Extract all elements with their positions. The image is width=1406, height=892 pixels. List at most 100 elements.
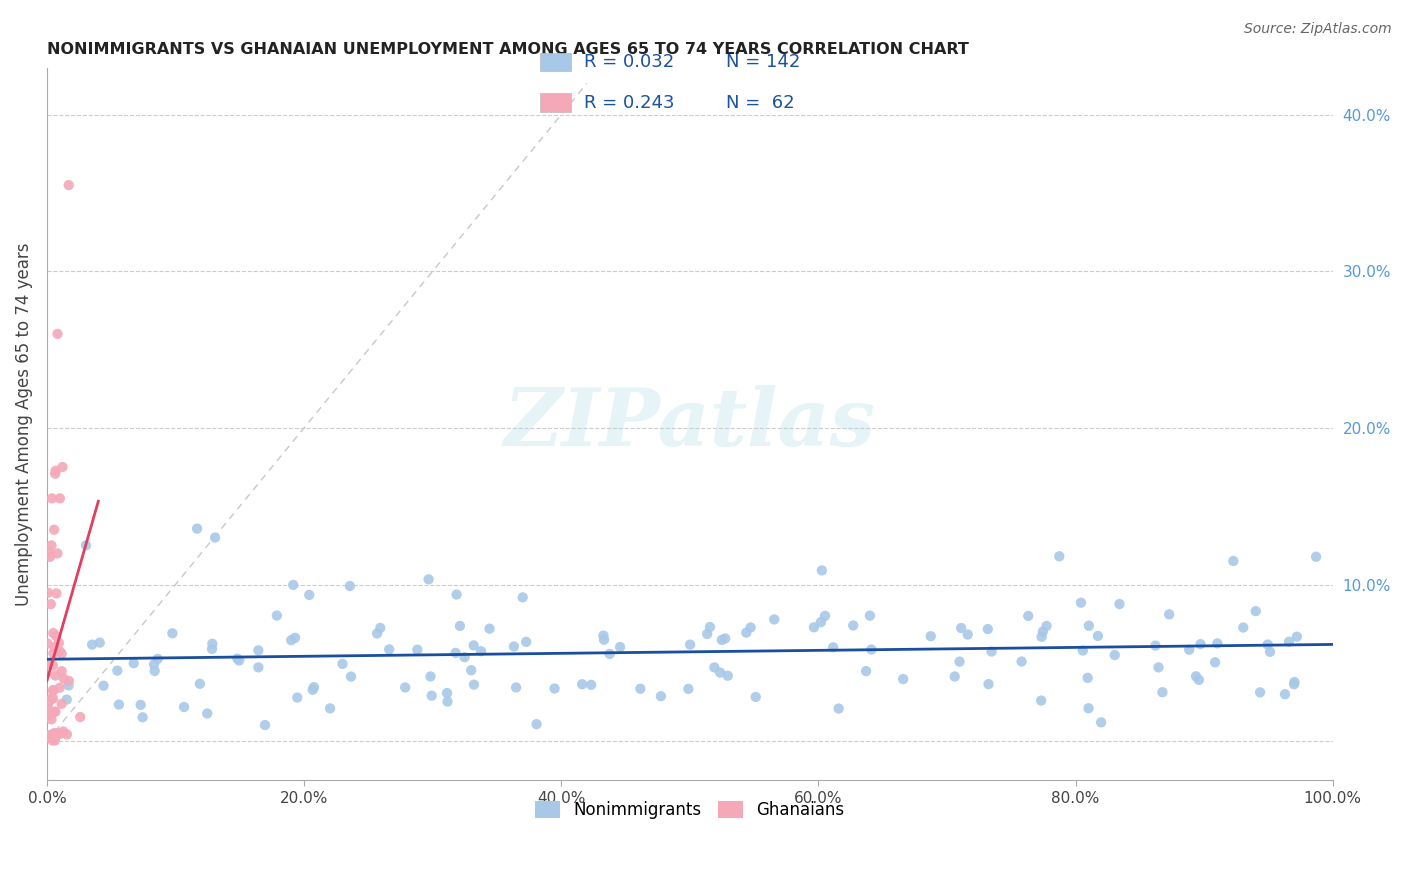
Point — [129, 698, 152, 712]
Point — [298, 588, 321, 602]
Point — [512, 591, 534, 605]
Point — [143, 657, 166, 672]
Text: NONIMMIGRANTS VS GHANAIAN UNEMPLOYMENT AMONG AGES 65 TO 74 YEARS CORRELATION CHA: NONIMMIGRANTS VS GHANAIAN UNEMPLOYMENT A… — [46, 42, 969, 57]
Point — [543, 681, 565, 696]
Point — [37, 709, 59, 723]
Point — [505, 681, 527, 695]
Point — [48, 636, 70, 650]
Point — [301, 682, 323, 697]
Point — [46, 546, 69, 560]
Point — [1090, 715, 1112, 730]
Point — [859, 608, 882, 623]
Point — [446, 588, 468, 602]
Point — [45, 586, 67, 600]
Point — [406, 642, 429, 657]
Point — [1104, 648, 1126, 662]
Point — [1189, 637, 1212, 651]
Point — [82, 638, 104, 652]
Point — [463, 639, 485, 653]
Y-axis label: Unemployment Among Ages 65 to 74 years: Unemployment Among Ages 65 to 74 years — [15, 243, 32, 606]
Point — [735, 625, 758, 640]
Point — [977, 622, 1000, 636]
Point — [69, 710, 91, 724]
Point — [39, 549, 62, 564]
Point — [253, 718, 276, 732]
Point — [860, 642, 883, 657]
Point — [592, 629, 614, 643]
Point — [891, 672, 914, 686]
Point — [302, 680, 325, 694]
Point — [162, 626, 184, 640]
Point — [37, 729, 59, 743]
Point — [42, 726, 65, 740]
Point — [444, 646, 467, 660]
Legend: Nonimmigrants, Ghanaians: Nonimmigrants, Ghanaians — [529, 794, 851, 825]
Point — [1188, 673, 1211, 687]
Point — [1035, 619, 1057, 633]
Point — [247, 660, 270, 674]
Point — [340, 670, 363, 684]
Point — [42, 705, 65, 719]
Point — [46, 326, 69, 341]
Point — [105, 664, 128, 678]
Point — [650, 690, 672, 704]
Point — [228, 653, 250, 667]
Point — [579, 678, 602, 692]
Point — [740, 620, 762, 634]
Point — [436, 694, 458, 708]
Point — [52, 672, 75, 686]
Point — [453, 650, 475, 665]
Point — [283, 578, 305, 592]
Point — [55, 692, 77, 706]
Point — [1278, 634, 1301, 648]
Point — [41, 491, 63, 506]
Point — [146, 652, 169, 666]
Point — [515, 635, 537, 649]
Point — [436, 686, 458, 700]
Bar — [540, 53, 571, 71]
Point — [284, 631, 307, 645]
Point — [470, 644, 492, 658]
Point — [378, 642, 401, 657]
Point — [703, 660, 725, 674]
Point — [1258, 645, 1281, 659]
Point — [810, 615, 832, 629]
Point — [52, 724, 75, 739]
Point — [1011, 655, 1033, 669]
Point — [980, 644, 1002, 658]
Point — [366, 626, 388, 640]
Point — [420, 689, 443, 703]
Point — [42, 647, 65, 661]
Text: ZIPatlas: ZIPatlas — [503, 385, 876, 463]
Point — [56, 727, 79, 741]
Point — [1185, 669, 1208, 683]
Point — [745, 690, 768, 704]
Point — [920, 629, 942, 643]
Point — [463, 678, 485, 692]
Point — [173, 700, 195, 714]
Point — [956, 627, 979, 641]
Point — [49, 727, 72, 741]
Point — [1232, 621, 1254, 635]
Point — [42, 658, 65, 673]
Point — [41, 713, 63, 727]
Point — [38, 694, 60, 708]
Point — [1031, 693, 1053, 707]
Point — [1204, 656, 1226, 670]
Point — [571, 677, 593, 691]
Point — [449, 619, 471, 633]
Point — [48, 681, 70, 695]
Point — [699, 620, 721, 634]
Point — [1284, 675, 1306, 690]
Point — [1147, 660, 1170, 674]
Point — [37, 728, 59, 742]
Point — [419, 669, 441, 683]
Point — [1087, 629, 1109, 643]
Bar — [540, 94, 571, 112]
Point — [44, 705, 66, 719]
Point — [37, 636, 59, 650]
Point — [1152, 685, 1174, 699]
Point — [37, 698, 59, 712]
Point — [710, 632, 733, 647]
Point — [285, 690, 308, 705]
